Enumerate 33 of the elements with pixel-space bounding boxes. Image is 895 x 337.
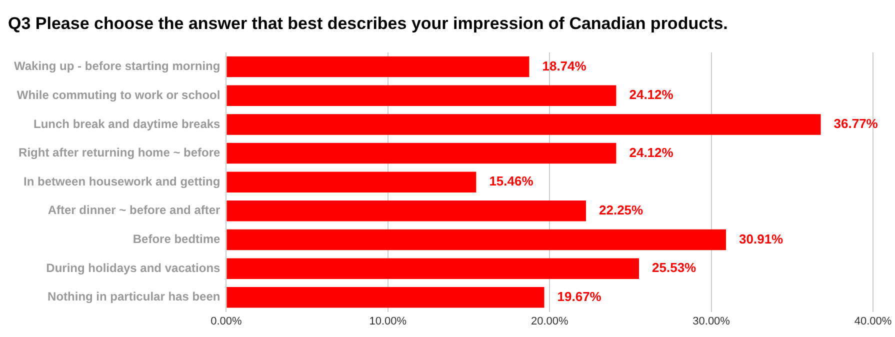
x-tick-label: 10.00% <box>369 315 407 328</box>
x-tick-label: 40.00% <box>854 315 892 328</box>
y-tick-label: During holidays and vacations <box>46 260 221 275</box>
data-label: 22.25% <box>598 202 644 218</box>
data-label: 36.77% <box>834 116 878 132</box>
y-tick-label: In between housework and getting <box>24 174 220 188</box>
x-tick-label: 30.00% <box>692 315 730 328</box>
data-label: 15.46% <box>489 174 534 189</box>
y-tick-label: After dinner ~ before and after <box>48 203 221 218</box>
bar <box>226 114 821 135</box>
y-tick-label: Waking up - before starting morning <box>14 59 220 74</box>
data-label: 18.74% <box>542 58 587 74</box>
x-tick-label: 20.00% <box>530 315 568 328</box>
y-tick-label: While commuting to work or school <box>16 88 220 102</box>
bar <box>226 258 640 279</box>
bar <box>226 200 586 222</box>
bar <box>226 287 544 308</box>
y-tick-label: Before bedtime <box>132 232 221 246</box>
data-label: 30.91% <box>739 231 784 246</box>
y-tick-label: Nothing in particular has been <box>48 290 220 304</box>
bar <box>226 56 530 78</box>
data-label: 19.67% <box>557 288 602 304</box>
chart-title: Q3 Please choose the answer that best describes your impression of Canadian products. <box>8 14 728 33</box>
bar <box>226 172 476 192</box>
bar <box>226 85 616 106</box>
data-label: 24.12% <box>629 87 674 102</box>
y-tick-label: Lunch break and daytime breaks <box>33 116 221 131</box>
bar <box>226 142 616 164</box>
x-tick-label: 0.00% <box>210 315 242 328</box>
bar <box>226 229 726 250</box>
y-tick-label: Right after returning home ~ before <box>18 146 221 160</box>
data-label: 25.53% <box>652 260 697 276</box>
data-label: 24.12% <box>629 144 674 160</box>
